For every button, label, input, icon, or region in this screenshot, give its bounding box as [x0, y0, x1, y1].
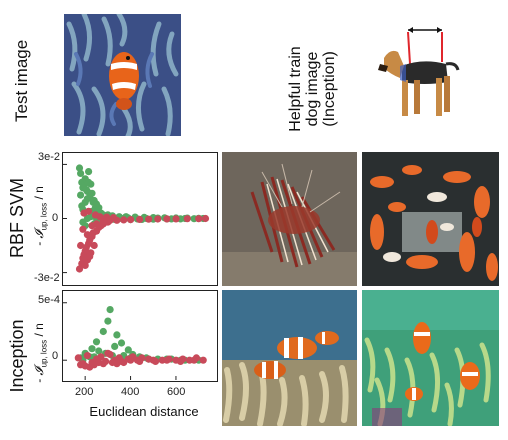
- scatter-point-red: [195, 215, 203, 223]
- scatter-point-red: [77, 241, 85, 250]
- scatter-point-green: [113, 331, 121, 339]
- scatter-point-red: [149, 356, 157, 364]
- scatter-point-green: [83, 195, 91, 203]
- scatter-point-green: [75, 164, 84, 172]
- scatter-point-green: [82, 186, 90, 194]
- y-axis-suffix: / n: [32, 323, 46, 340]
- rbf-svm-scatter-panel: [62, 152, 218, 286]
- y-axis-suffix: / n: [32, 186, 46, 203]
- rbf-ytick-bottom: -3e-2: [34, 272, 60, 284]
- scatter-point-green: [78, 202, 86, 210]
- scatter-point-red: [81, 261, 89, 269]
- scatter-point-red: [199, 356, 207, 364]
- xtick-200: 200: [75, 386, 94, 398]
- scatter-point-green: [99, 327, 107, 336]
- scatter-point-red: [75, 265, 84, 273]
- scatter-point-red: [163, 215, 171, 223]
- scatter-point-red: [86, 363, 94, 371]
- y-axis-main: - 𝓘: [32, 367, 46, 383]
- xtick-400: 400: [121, 386, 140, 398]
- scatter-point-green: [88, 189, 96, 197]
- clownfish-reef-photo: [362, 290, 499, 426]
- rbf-svm-scatter-plot: [63, 163, 210, 274]
- scatter-point-red: [74, 354, 82, 362]
- clownfish-photo: [64, 14, 181, 136]
- scatter-point-red: [176, 357, 185, 365]
- inception-label: Inception: [7, 319, 27, 393]
- scatter-point-green: [95, 347, 103, 355]
- scatter-point-red: [95, 358, 103, 367]
- scatter-point-red: [145, 215, 153, 223]
- scatter-point-red: [92, 220, 101, 228]
- scatter-point-green: [92, 338, 101, 346]
- scatter-point-red: [172, 215, 180, 223]
- inception-scatter-plot: [63, 302, 207, 380]
- scatter-point-green: [77, 169, 85, 177]
- scatter-point-red: [154, 215, 162, 223]
- scatter-point-red: [201, 214, 210, 223]
- scatter-point-red: [96, 213, 104, 221]
- scatter-point-red: [120, 216, 128, 224]
- inception-ytick-zero: 0: [52, 350, 59, 362]
- dog-photo: [372, 22, 464, 126]
- xtick-600: 600: [167, 386, 186, 398]
- scatter-point-red: [97, 353, 105, 361]
- scatter-point-red: [127, 356, 135, 364]
- scatter-point-red: [103, 213, 111, 221]
- scatter-point-red: [190, 356, 198, 364]
- rbf-ytick-top: 3e-2: [38, 151, 61, 163]
- scatter-point-green: [124, 346, 132, 354]
- x-axis-label: Euclidean distance: [89, 404, 199, 419]
- scatter-point-green: [85, 178, 93, 186]
- scatter-point-red: [163, 356, 171, 364]
- y-axis-label-rbf: - 𝓘up, loss / n: [32, 166, 48, 266]
- inception-ytick-top: 5e-4: [38, 294, 61, 306]
- scatter-point-red: [90, 241, 98, 250]
- scatter-point-red: [104, 349, 112, 357]
- clownfish-anemone-photo: [222, 290, 357, 426]
- helpful-train-label: Helpful train dog image (Inception): [287, 46, 338, 132]
- y-axis-main: - 𝓘: [32, 230, 46, 246]
- scatter-point-green: [117, 339, 126, 347]
- scatter-point-green: [88, 345, 96, 353]
- scatter-point-red: [113, 360, 121, 368]
- scatter-point-red: [77, 361, 85, 369]
- scatter-point-red: [86, 252, 94, 260]
- scatter-point-green: [77, 191, 85, 199]
- test-image-label: Test image: [12, 39, 31, 122]
- scatter-point-red: [136, 357, 144, 365]
- scatter-point-green: [111, 342, 119, 350]
- scatter-point-red: [183, 215, 191, 223]
- scatter-point-red: [83, 231, 91, 239]
- y-axis-label-inception: - 𝓘up, loss / n: [32, 303, 48, 403]
- y-axis-sub: up, loss: [39, 339, 49, 368]
- scatter-point-green: [106, 306, 114, 314]
- rbf-ytick-mid: 0: [52, 212, 59, 224]
- scatter-point-green: [104, 317, 112, 325]
- scatter-point-green: [85, 168, 93, 176]
- scatter-point-red: [136, 215, 144, 223]
- scatter-point-red: [127, 216, 135, 224]
- scatter-point-red: [109, 214, 118, 222]
- y-axis-sub: up, loss: [39, 202, 49, 231]
- scatter-point-red: [83, 352, 91, 360]
- scatter-point-red: [85, 207, 93, 215]
- koi-fish-photo: [362, 152, 499, 286]
- lionfish-photo: [222, 152, 357, 286]
- rbf-svm-label: RBF SVM: [7, 177, 27, 258]
- scatter-point-green: [89, 198, 97, 206]
- scatter-point-red: [79, 225, 87, 233]
- inception-scatter-panel: [62, 290, 218, 382]
